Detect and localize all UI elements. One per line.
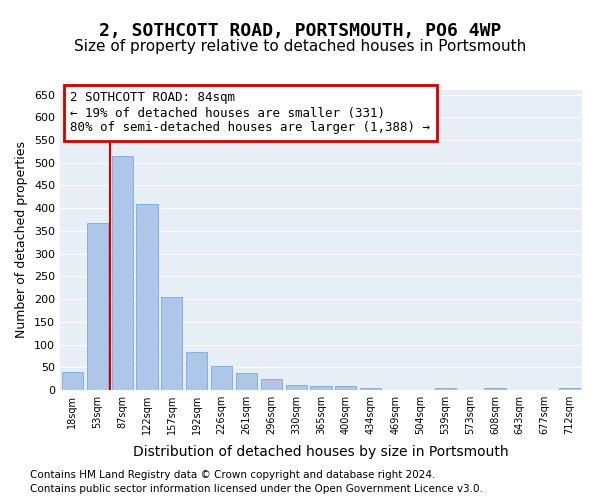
Bar — [286, 386, 307, 390]
Text: Contains HM Land Registry data © Crown copyright and database right 2024.: Contains HM Land Registry data © Crown c… — [30, 470, 436, 480]
Bar — [161, 297, 182, 390]
Bar — [310, 386, 332, 390]
Bar — [112, 156, 133, 390]
Y-axis label: Number of detached properties: Number of detached properties — [16, 142, 28, 338]
Text: Size of property relative to detached houses in Portsmouth: Size of property relative to detached ho… — [74, 39, 526, 54]
Bar — [236, 372, 257, 390]
Bar — [335, 386, 356, 390]
Bar — [360, 388, 381, 390]
Text: 2 SOTHCOTT ROAD: 84sqm
← 19% of detached houses are smaller (331)
80% of semi-de: 2 SOTHCOTT ROAD: 84sqm ← 19% of detached… — [70, 92, 430, 134]
Bar — [62, 372, 83, 390]
Bar — [559, 388, 580, 390]
Bar — [87, 223, 108, 390]
Bar — [211, 366, 232, 390]
Bar — [435, 388, 456, 390]
Bar — [261, 378, 282, 390]
Bar — [186, 352, 207, 390]
Text: 2, SOTHCOTT ROAD, PORTSMOUTH, PO6 4WP: 2, SOTHCOTT ROAD, PORTSMOUTH, PO6 4WP — [99, 22, 501, 40]
X-axis label: Distribution of detached houses by size in Portsmouth: Distribution of detached houses by size … — [133, 446, 509, 460]
Text: Contains public sector information licensed under the Open Government Licence v3: Contains public sector information licen… — [30, 484, 483, 494]
Bar — [484, 388, 506, 390]
Bar — [136, 204, 158, 390]
